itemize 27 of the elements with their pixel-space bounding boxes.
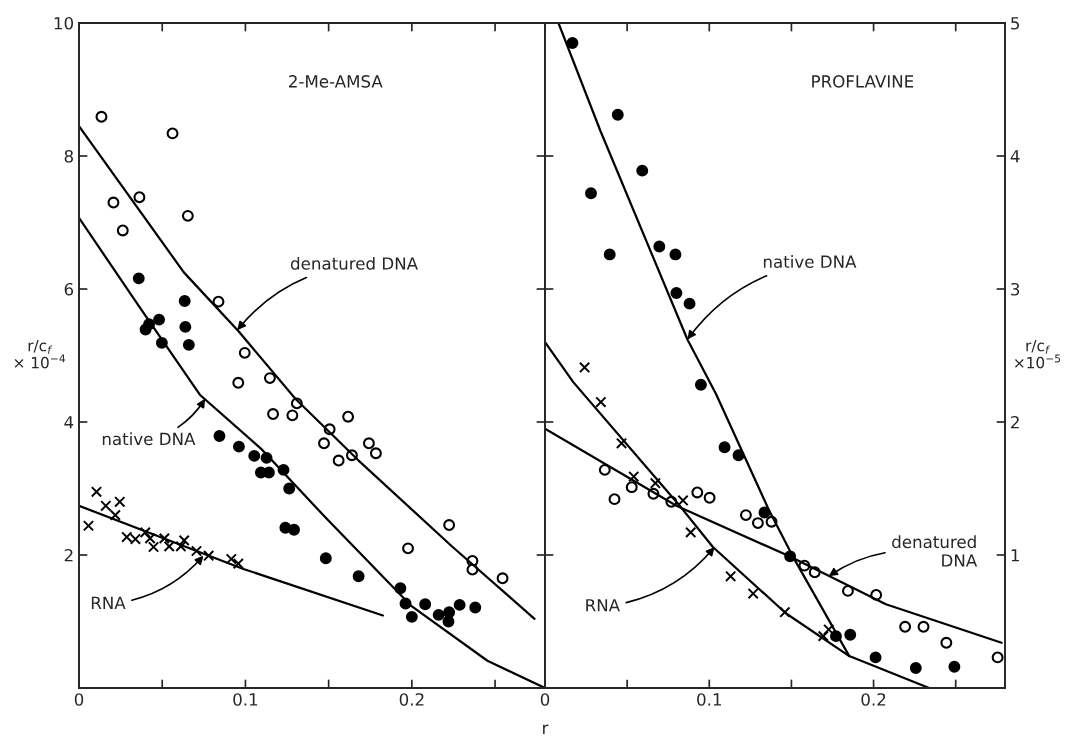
x-tick-label: 0 [540,693,550,706]
x-tick-label: 0.1 [697,693,721,706]
x-tick-label: 0.1 [233,693,258,706]
y-axis-title: r/c$_{f}$ ×10$^{−5}$ [1015,340,1061,369]
x-tick-label: 0.2 [861,693,886,706]
annotation: native DNA [763,255,857,268]
annotation: RNA [586,599,620,612]
y-tick-label: 10 [54,16,74,30]
y-tick-label: 6 [64,282,74,296]
y-tick-label: 2 [1011,415,1019,429]
text: PROFLAVINE [812,75,914,88]
y-tick-label: 5 [1011,17,1020,30]
y-tick-label: 2 [64,548,73,562]
x-axis-title: r [543,724,549,734]
y-tick-label: 8 [64,149,73,163]
y-tick-label: 1 [1011,549,1019,562]
annotation: RNA [91,596,126,609]
y-tick-label: 4 [64,416,74,429]
y-tick-label: 4 [1010,150,1020,163]
y-tick-label: 3 [1011,282,1020,296]
text: 2-Me-AMSA [289,75,383,88]
annotation: denatured DNA [892,535,978,567]
x-tick-label: 0.2 [399,693,424,706]
y-axis-title: r/c$_{f}$ × 10$^{−4}$ [14,340,66,369]
x-tick-label: 0 [74,693,84,706]
annotation: native DNA [102,432,196,446]
annotation: denatured DNA [290,256,418,270]
